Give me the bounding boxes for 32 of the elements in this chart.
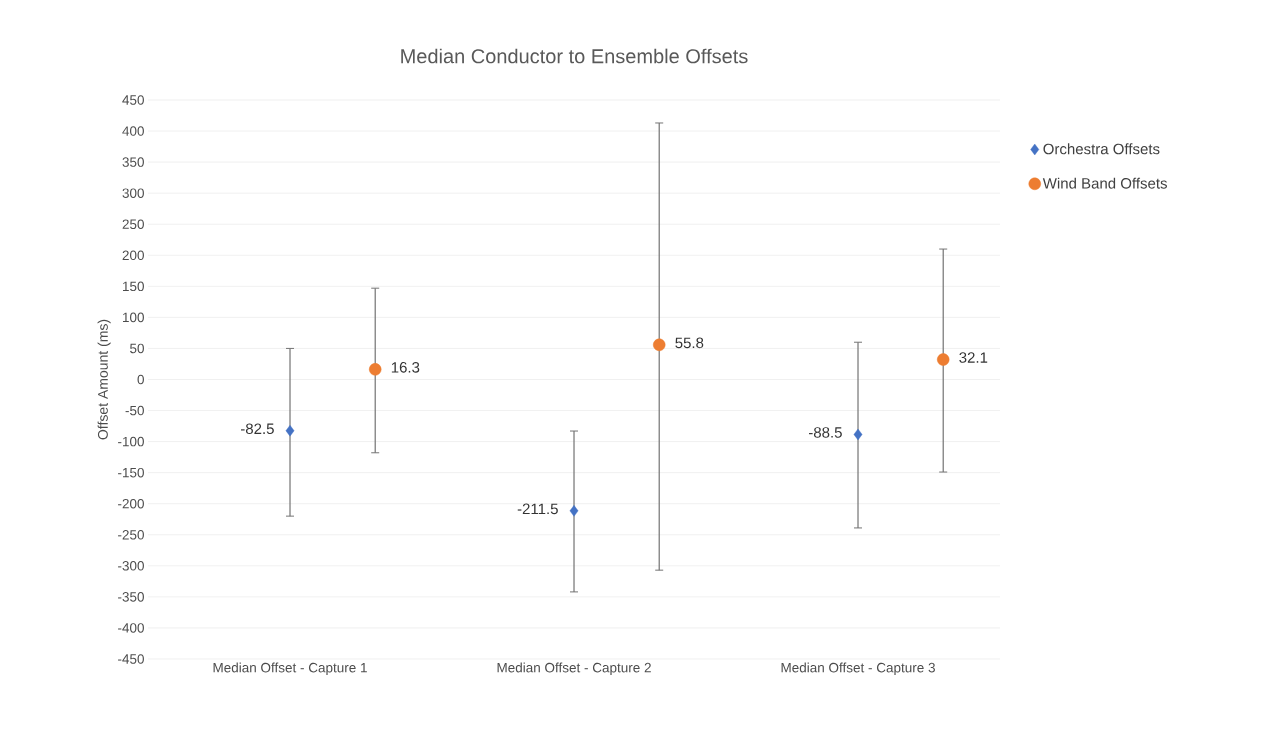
x-tick-label: Median Offset - Capture 1 — [213, 662, 367, 676]
data-label: 32.1 — [959, 352, 988, 363]
y-tick-label: -250 — [118, 529, 144, 540]
y-tick-label: 400 — [122, 126, 144, 136]
y-tick-label: 200 — [122, 250, 144, 261]
y-tick-label: -450 — [118, 654, 144, 664]
data-label: -82.5 — [240, 423, 274, 435]
y-tick-label: -350 — [118, 592, 144, 602]
y-tick-label: -150 — [118, 467, 144, 478]
y-tick-label: -100 — [118, 436, 144, 447]
x-tick-label: Median Offset - Capture 2 — [497, 662, 651, 676]
legend-label: Orchestra Offsets — [1043, 143, 1160, 155]
y-tick-label: 300 — [122, 188, 144, 198]
chart-title: Median Conductor to Ensemble Offsets — [401, 48, 748, 64]
data-label: 16.3 — [391, 362, 420, 373]
y-tick-label: 0 — [137, 374, 144, 385]
data-label: 55.8 — [675, 337, 704, 349]
data-label: -211.5 — [517, 503, 558, 515]
y-tick-label: -50 — [125, 405, 144, 416]
y-tick-label: -400 — [118, 623, 144, 633]
legend-label: Wind Band Offsets — [1042, 177, 1167, 189]
y-tick-label: 250 — [122, 219, 144, 229]
y-tick-label: 150 — [123, 281, 144, 292]
y-tick-label: 100 — [123, 312, 144, 323]
y-tick-label: 350 — [122, 157, 144, 167]
y-axis-title: Offset Amount (ms) — [97, 319, 111, 440]
y-tick-label: -200 — [118, 498, 144, 509]
x-tick-label: Median Offset - Capture 3 — [781, 662, 935, 676]
y-tick-label: 50 — [130, 343, 144, 354]
y-tick-label: 450 — [122, 95, 144, 105]
y-tick-label: -300 — [118, 561, 144, 571]
data-label: -88.5 — [808, 427, 842, 438]
